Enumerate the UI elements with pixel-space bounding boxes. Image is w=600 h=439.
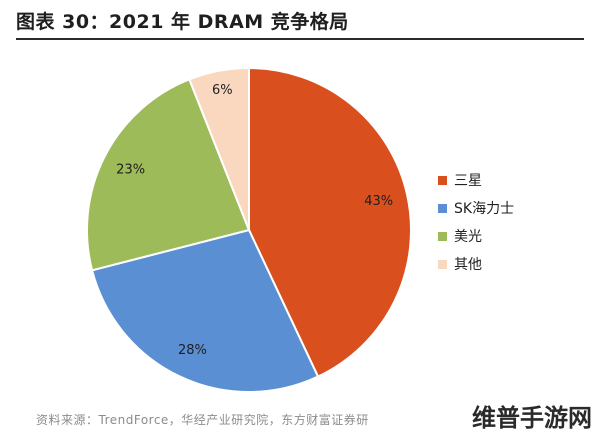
legend-item-samsung: 三星: [438, 166, 514, 194]
source-note: 资料来源：TrendForce，华经产业研究院，东方财富证券研: [36, 413, 369, 427]
legend-label: 美光: [454, 229, 482, 245]
legend-swatch: [438, 259, 447, 269]
legend-swatch: [438, 231, 447, 241]
legend-label: 其他: [454, 257, 482, 273]
legend-swatch: [438, 175, 447, 185]
legend-item-others: 其他: [438, 250, 514, 278]
legend-swatch: [438, 203, 447, 213]
chart-title: 图表 30：2021 年 DRAM 竞争格局: [16, 11, 349, 33]
pie-data-label-0: 43%: [364, 194, 393, 209]
pie-slice-2: [86, 78, 251, 272]
legend-label: 三星: [454, 173, 482, 189]
watermark: 维普手游网: [472, 404, 592, 432]
pie-slice-0: [248, 66, 412, 378]
legend-label: SK海力士: [454, 201, 515, 217]
pie-data-label-1: 28%: [178, 343, 207, 358]
legend-item-sk-hynix: SK海力士: [438, 194, 514, 222]
title-divider: [16, 38, 584, 40]
pie-data-label-3: 6%: [212, 83, 233, 98]
legend: 三星 SK海力士 美光 其他: [438, 166, 514, 278]
pie-slice-3: [188, 66, 250, 231]
pie-data-label-2: 23%: [116, 163, 145, 178]
pie-slice-1: [90, 228, 320, 393]
legend-item-micron: 美光: [438, 222, 514, 250]
